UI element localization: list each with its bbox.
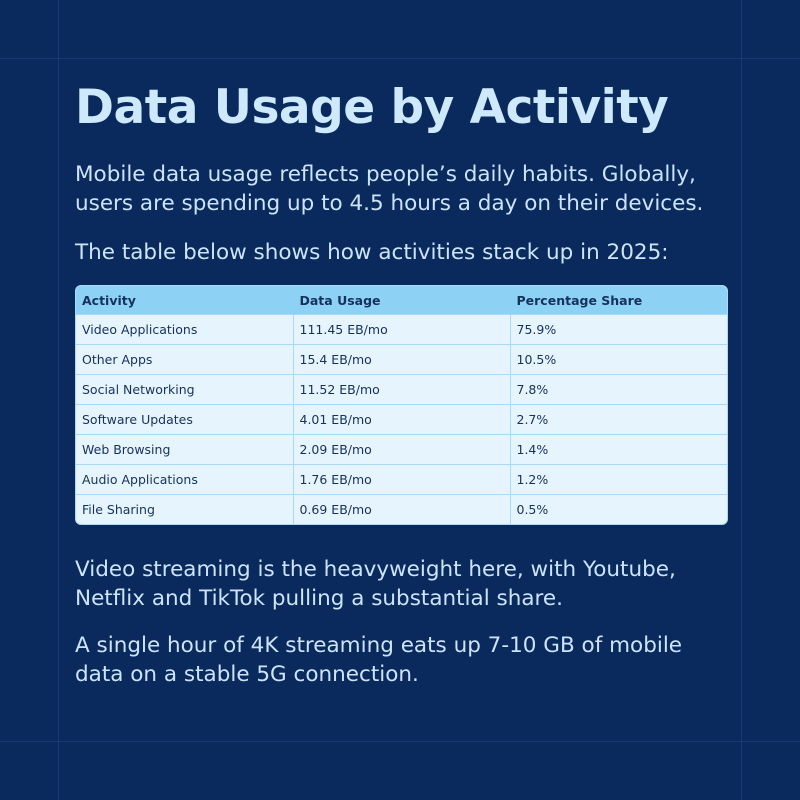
guide-line-left — [58, 0, 59, 800]
table-row: Video Applications 111.45 EB/mo 75.9% — [76, 314, 727, 345]
guide-line-top — [0, 58, 800, 59]
cell-activity: Social Networking — [76, 374, 293, 405]
cell-percentage-share: 2.7% — [509, 404, 727, 435]
lead-in-paragraph: The table below shows how activities sta… — [75, 240, 669, 265]
table-row: Audio Applications 1.76 EB/mo 1.2% — [76, 464, 727, 495]
page-title: Data Usage by Activity — [75, 80, 669, 135]
cell-percentage-share: 7.8% — [509, 374, 727, 405]
table-row: Web Browsing 2.09 EB/mo 1.4% — [76, 434, 727, 465]
table-row: Social Networking 11.52 EB/mo 7.8% — [76, 374, 727, 405]
table-row: File Sharing 0.69 EB/mo 0.5% — [76, 494, 727, 524]
cell-percentage-share: 1.2% — [509, 464, 727, 495]
cell-activity: Audio Applications — [76, 464, 293, 495]
table-header-row: Activity Data Usage Percentage Share — [76, 286, 727, 315]
content-block: Data Usage by Activity Mobile data usage… — [75, 78, 728, 689]
guide-line-bottom — [0, 741, 800, 742]
cell-data-usage: 15.4 EB/mo — [292, 344, 510, 375]
cell-data-usage: 2.09 EB/mo — [292, 434, 510, 465]
usage-table: Activity Data Usage Percentage Share Vid… — [75, 285, 728, 525]
cell-data-usage: 11.52 EB/mo — [292, 374, 510, 405]
cell-data-usage: 4.01 EB/mo — [292, 404, 510, 435]
cell-percentage-share: 10.5% — [509, 344, 727, 375]
header-data-usage: Data Usage — [292, 286, 510, 315]
cell-data-usage: 111.45 EB/mo — [292, 314, 510, 345]
video-streaming-note: Video streaming is the heavyweight here,… — [75, 557, 676, 611]
cell-activity: File Sharing — [76, 494, 293, 524]
cell-activity: Software Updates — [76, 404, 293, 435]
intro-paragraph: Mobile data usage reflects people’s dail… — [75, 162, 704, 216]
guide-line-right — [741, 0, 742, 800]
header-activity: Activity — [76, 286, 293, 315]
cell-percentage-share: 1.4% — [509, 434, 727, 465]
cell-activity: Video Applications — [76, 314, 293, 345]
cell-data-usage: 0.69 EB/mo — [292, 494, 510, 524]
cell-activity: Web Browsing — [76, 434, 293, 465]
cell-data-usage: 1.76 EB/mo — [292, 464, 510, 495]
cell-percentage-share: 0.5% — [509, 494, 727, 524]
table-row: Software Updates 4.01 EB/mo 2.7% — [76, 404, 727, 435]
table-row: Other Apps 15.4 EB/mo 10.5% — [76, 344, 727, 375]
4k-streaming-note: A single hour of 4K streaming eats up 7-… — [75, 633, 683, 687]
header-percentage-share: Percentage Share — [509, 286, 727, 315]
cell-activity: Other Apps — [76, 344, 293, 375]
cell-percentage-share: 75.9% — [509, 314, 727, 345]
